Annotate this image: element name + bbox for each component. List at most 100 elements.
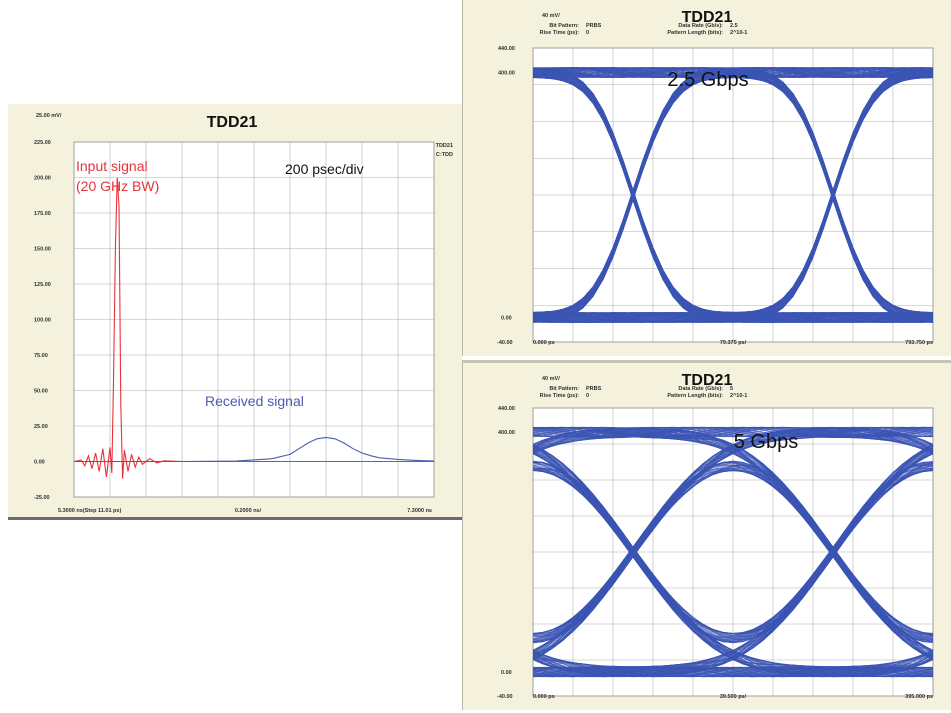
eye-5-eye-trace	[533, 451, 933, 677]
tdd-y-tick-label: 50.00	[34, 389, 48, 395]
eye-2p5-pattern-length: 2^10-1	[730, 30, 747, 36]
eye-5-x-tick-label: 0.000 ps	[533, 694, 555, 700]
eye-5-info-label: Rise Time (ps):	[540, 393, 579, 399]
eye-5-eye-trace	[533, 427, 933, 653]
eye-2p5-eye-trace	[533, 67, 933, 78]
eye-5-info-label: Bit Pattern:	[549, 386, 579, 392]
tdd-legend-entry: TDD21	[436, 143, 453, 149]
eye-2p5-y-tick-label: 440.00	[498, 46, 515, 52]
eye-2p5-x-tick-label: 793.750 ps	[905, 340, 933, 346]
eye-5-eye-trace	[533, 426, 933, 453]
tdd-legend-entry: C:TDD	[436, 152, 453, 158]
eye-2p5-eye-trace	[533, 70, 933, 323]
tdd-y-tick-label: 150.00	[34, 247, 51, 253]
eye-5-eye-trace	[533, 427, 933, 640]
eye-2p5-eye-trace	[533, 67, 933, 318]
eye-5-eye-trace	[533, 428, 933, 660]
eye-5-eye-trace	[533, 655, 933, 678]
eye-5-x-tick-label: 39.500 ps/	[720, 694, 747, 700]
eye-5-eye-trace	[533, 461, 933, 674]
eye-2p5-eye-trace	[533, 67, 933, 323]
eye-5-y-tick-label: 440.00	[498, 406, 515, 412]
eye-2p5-rate-label: 2.5 Gbps	[667, 69, 748, 91]
eye-2p5-eye-trace	[533, 68, 933, 314]
eye-5-eye-trace	[533, 431, 933, 642]
eye-5-y-tick-label: -40.00	[497, 694, 513, 700]
eye-5-eye-trace	[533, 426, 933, 438]
tdd-y-tick-label: 25.00	[34, 424, 48, 430]
eye-2p5-eye-trace	[533, 312, 933, 323]
tdd-input-annotation: (20 GHz BW)	[76, 178, 159, 194]
tdd-title: TDD21	[207, 114, 258, 131]
eye-5-eye-traces	[533, 426, 933, 678]
eye-2p5-bit-pattern: PRBS	[586, 23, 602, 29]
eye-2p5-eye-trace	[533, 67, 933, 320]
eye-diagram-chart-2p5: 40 mV/TDD21 Bit Pattern: PRBS Rise Time (ps…	[497, 9, 934, 346]
eye-2p5-eye-trace	[533, 67, 933, 314]
eye-5-data-rate: 5	[730, 386, 733, 392]
tdd-y-tick-label: 225.00	[34, 140, 51, 146]
eye-5-eye-trace	[533, 653, 933, 678]
tdd-pulse-panel: 25.00 mV/TDD21 TDD21 C:TDD 225.00 200.00 175.…	[8, 104, 462, 520]
eye-5-eye-trace	[533, 470, 933, 675]
eye-5-rate-label: 5 Gbps	[734, 431, 798, 453]
eye-diagram-panel-2p5: 40 mV/TDD21 Bit Pattern: PRBS Rise Time (ps…	[462, 0, 951, 356]
eye-5-rise-time: 0	[586, 393, 589, 399]
eye-2p5-info-label: Rise Time (ps):	[540, 30, 579, 36]
eye-5-info-label: Pattern Length (bits):	[667, 393, 723, 399]
tdd-pulse-chart: 25.00 mV/TDD21 TDD21 C:TDD 225.00 200.00 175.…	[34, 113, 453, 514]
eye-2p5-info-label: Pattern Length (bits):	[667, 30, 723, 36]
eye-2p5-title: TDD21	[682, 9, 733, 26]
eye-diagram-chart-5: 40 mV/TDD21 Bit Pattern: PRBS Rise Time (ps…	[497, 372, 934, 700]
tdd-input-signal-line	[73, 177, 434, 479]
eye-5-eye-trace	[533, 666, 933, 678]
tdd-y-tick-label: -25.00	[34, 495, 50, 501]
eye-2p5-y-tick-label: -40.00	[497, 340, 513, 346]
eye-2p5-info-label: Data Rate (Gb/s):	[678, 23, 723, 29]
eye-5-eye-trace	[533, 426, 933, 651]
eye-2p5-eye-trace	[533, 67, 933, 315]
eye-2p5-eye-trace	[533, 67, 933, 317]
tdd-input-annotation: Input signal	[76, 158, 148, 174]
eye-5-y-tick-label: 0.00	[501, 670, 512, 676]
eye-2p5-y-tick-label: 400.00	[498, 71, 515, 77]
eye-2p5-rise-time: 0	[586, 30, 589, 36]
eye-5-y-tick-label: 400.00	[498, 430, 515, 436]
eye-2p5-eye-trace	[533, 67, 933, 78]
tdd-y-tick-label: 100.00	[34, 318, 51, 324]
eye-5-info-label: Data Rate (Gb/s):	[678, 386, 723, 392]
eye-2p5-eye-trace	[533, 67, 933, 323]
eye-2p5-eye-trace	[533, 73, 933, 323]
tdd-received-annotation: Received signal	[205, 393, 304, 409]
tdd-scale-label: 25.00 mV/	[36, 113, 62, 119]
eye-5-title: TDD21	[682, 372, 733, 389]
eye-2p5-eye-traces	[533, 67, 933, 323]
eye-5-scale-label: 40 mV/	[542, 376, 560, 382]
tdd-y-tick-label: 75.00	[34, 353, 48, 359]
eye-5-eye-trace	[533, 460, 933, 637]
eye-5-eye-trace	[533, 469, 933, 676]
eye-2p5-data-rate: 2.5	[730, 23, 738, 29]
eye-2p5-eye-trace	[533, 67, 933, 78]
eye-2p5-eye-trace	[533, 67, 933, 78]
tdd-y-tick-label: 175.00	[34, 211, 51, 217]
tdd-timebase-annotation: 200 psec/div	[285, 161, 364, 177]
tdd-y-tick-label: 125.00	[34, 282, 51, 288]
eye-5-pattern-length: 2^10-1	[730, 393, 747, 399]
eye-5-eye-trace	[533, 426, 933, 454]
eye-5-eye-trace	[533, 446, 933, 634]
eye-2p5-x-tick-label: 0.000 ps	[533, 340, 555, 346]
eye-5-eye-trace	[533, 426, 933, 455]
tdd-x-tick-label: 7.3000 ns	[407, 508, 432, 514]
eye-2p5-eye-trace	[533, 68, 933, 323]
tdd-y-tick-label: 200.00	[34, 176, 51, 182]
eye-5-bit-pattern: PRBS	[586, 386, 602, 392]
eye-5-eye-trace	[533, 426, 933, 449]
eye-2p5-eye-trace	[533, 72, 933, 323]
tdd-x-tick-label: 5.3000 ns(Step 11.01 ps)	[58, 508, 121, 514]
eye-5-eye-trace	[533, 449, 933, 677]
tdd-x-tick-label: 0.2000 ns/	[235, 508, 262, 514]
eye-2p5-x-tick-label: 79.375 ps/	[720, 340, 747, 346]
eye-diagram-panel-5: 40 mV/TDD21 Bit Pattern: PRBS Rise Time (ps…	[462, 360, 951, 710]
tdd-y-tick-label: 0.00	[34, 460, 45, 466]
